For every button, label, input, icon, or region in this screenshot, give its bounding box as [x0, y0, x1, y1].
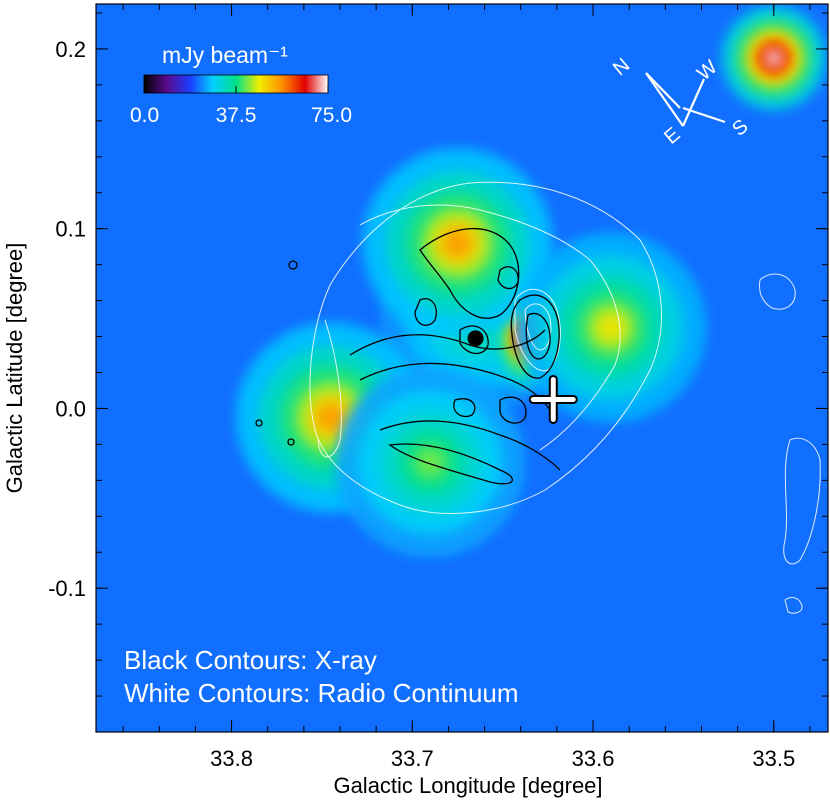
y-tick-label: 0.2	[55, 37, 86, 62]
y-tick-label: -0.1	[48, 576, 86, 601]
legend-xray: Black Contours: X-ray	[124, 645, 377, 675]
colorbar-tick-label: 0.0	[130, 104, 159, 127]
y-axis-title: Galactic Latitude [degree]	[2, 243, 27, 494]
colorbar: mJy beam⁻¹ 0.0 37.5 75.0	[130, 42, 352, 127]
legend-radio: White Contours: Radio Continuum	[124, 678, 519, 708]
emission-blob-2-level-5	[443, 229, 472, 258]
colorbar-ticks: 0.0 37.5 75.0	[130, 86, 352, 127]
emission-blob-5-level-5	[416, 448, 445, 477]
marker-layer	[467, 330, 578, 424]
compass-east-line	[645, 72, 684, 127]
emission-layer	[235, 5, 827, 558]
emission-blob-3-level-5	[597, 313, 626, 342]
colorbar-tick-label: 37.5	[216, 104, 257, 127]
tick-marks	[96, 4, 828, 733]
compass-west-line	[681, 78, 706, 127]
x-axis-title: Galactic Longitude [degree]	[333, 773, 602, 798]
compass-north-line	[645, 72, 681, 109]
compass-south-line	[682, 106, 726, 124]
y-tick-label: 0.1	[55, 217, 86, 242]
x-tick-label: 33.5	[752, 746, 795, 771]
plot-frame	[95, 3, 829, 733]
x-tick-label: 33.7	[391, 746, 434, 771]
emission-blob-4-level-5	[316, 403, 345, 432]
radio-contours	[309, 181, 821, 614]
map-plot-area	[96, 4, 828, 732]
y-tick-label: 0.0	[55, 396, 86, 421]
source-dot-marker	[467, 330, 484, 347]
colorbar-tick-label: 75.0	[311, 104, 352, 127]
x-tick-label: 33.6	[572, 746, 615, 771]
position-cross-marker	[528, 374, 578, 424]
colorbar-title: mJy beam⁻¹	[162, 42, 288, 68]
tick-labels: 33.8 33.7 33.6 33.5 0.2 0.1 0.0 -0.1	[48, 37, 795, 771]
x-tick-label: 33.8	[210, 746, 253, 771]
emission-blob-6-level-5	[766, 50, 782, 66]
